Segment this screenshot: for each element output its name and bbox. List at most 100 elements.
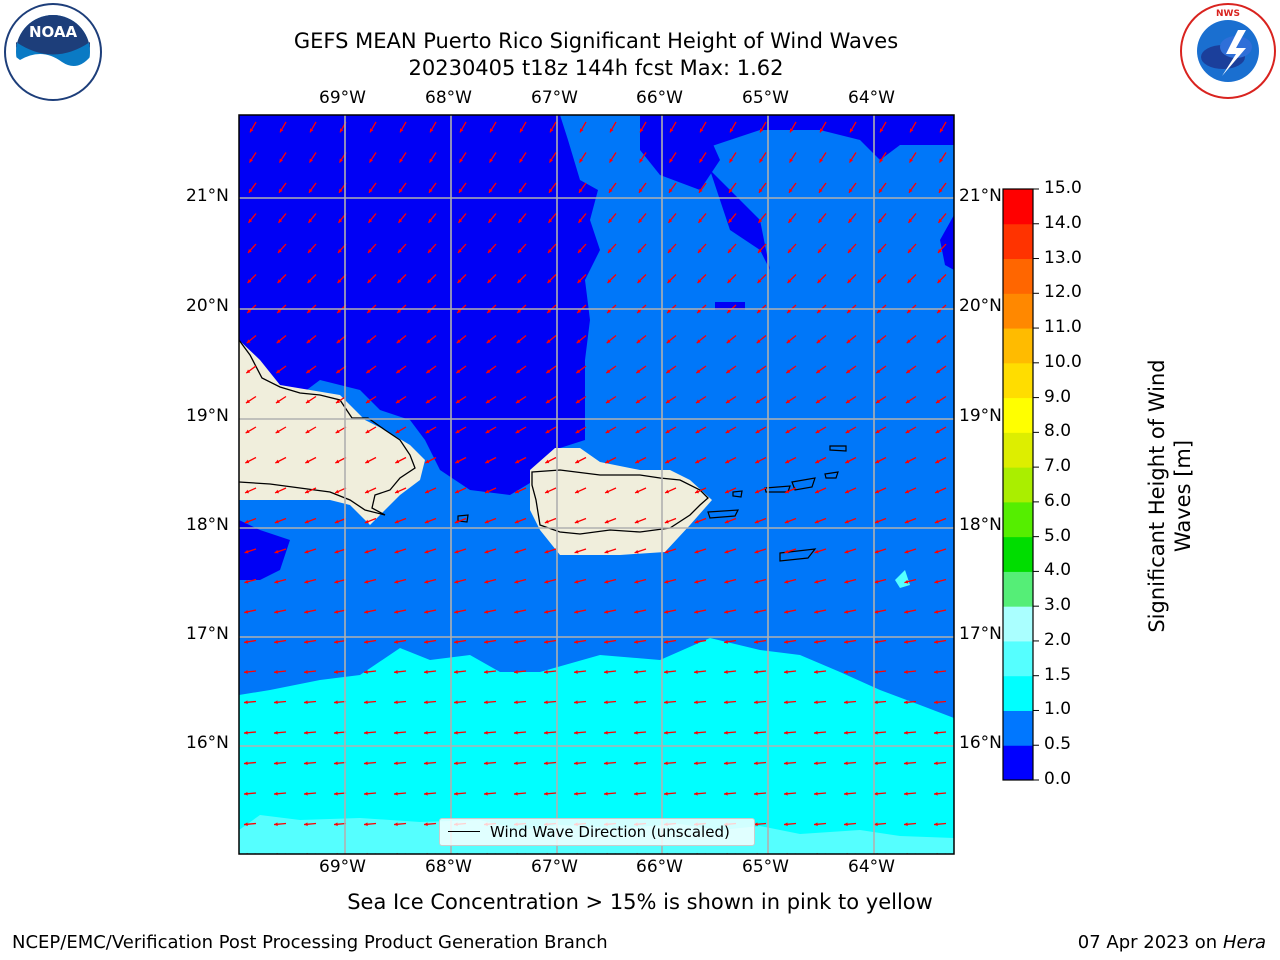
wind-wave-arrowhead xyxy=(247,279,252,284)
wind-wave-arrowhead xyxy=(634,579,639,584)
wind-wave-arrowhead xyxy=(580,128,584,133)
wind-wave-arrowhead xyxy=(278,218,283,223)
wind-wave-arrowhead xyxy=(820,128,824,133)
wind-wave-arrowhead xyxy=(724,609,729,614)
wind-wave-arrowhead xyxy=(515,399,520,404)
colorbar-tick-label: 2.0 xyxy=(1044,629,1072,650)
wind-wave-arrowhead xyxy=(575,399,580,404)
wind-wave-arrowhead xyxy=(370,128,374,133)
wind-wave-arrowhead xyxy=(817,249,822,253)
wind-wave-arrowhead xyxy=(728,218,733,223)
colorbar-segment xyxy=(1003,223,1033,260)
wind-wave-arrowhead xyxy=(364,670,368,674)
wind-wave-arrowhead xyxy=(938,218,943,223)
wind-wave-arrowhead xyxy=(544,730,548,735)
wind-wave-arrowhead xyxy=(454,670,458,674)
wind-wave-arrowhead xyxy=(394,609,399,614)
wind-wave-arrowhead xyxy=(699,158,703,163)
ocean-high-patch xyxy=(895,570,910,588)
wind-wave-arrowhead xyxy=(874,639,878,644)
wind-wave-arrowhead xyxy=(277,309,281,314)
wind-wave-arrowhead xyxy=(934,761,938,766)
wind-wave-arrowhead xyxy=(397,249,402,253)
wind-wave-arrowhead xyxy=(604,730,608,735)
wind-wave-arrowhead xyxy=(247,309,251,314)
wind-wave-arrowhead xyxy=(577,279,582,284)
wind-wave-arrowhead xyxy=(935,489,940,494)
wind-wave-arrowhead xyxy=(814,791,818,796)
wind-wave-arrowhead xyxy=(334,822,338,827)
wind-wave-arrowhead xyxy=(575,459,580,464)
wind-wave-arrowhead xyxy=(755,399,760,404)
wind-wave-arrowhead xyxy=(844,549,849,554)
wind-wave-arrowhead xyxy=(846,369,851,374)
wind-wave-arrowhead xyxy=(454,761,458,766)
wind-wave-arrowhead xyxy=(277,249,282,253)
wind-wave-arrowhead xyxy=(694,609,699,614)
lat-label: 17°N xyxy=(959,624,1002,644)
wind-wave-arrowhead xyxy=(425,459,430,464)
wind-wave-arrowhead xyxy=(244,670,248,674)
wind-wave-arrowhead xyxy=(395,489,400,494)
wind-wave-arrowhead xyxy=(366,369,371,374)
wind-wave-arrowhead xyxy=(304,791,308,796)
wind-wave-arrowhead xyxy=(758,188,763,193)
lon-label: 69°W xyxy=(319,88,366,108)
wind-wave-arrowhead xyxy=(635,399,640,404)
legend-line-swatch xyxy=(448,831,480,832)
wind-wave-arrowhead xyxy=(877,279,882,284)
wind-wave-arrowhead xyxy=(905,429,910,434)
wind-wave-arrowhead xyxy=(304,761,308,766)
wind-wave-arrowhead xyxy=(426,369,431,374)
lat-label: 16°N xyxy=(959,733,1002,753)
wind-wave-arrowhead xyxy=(334,519,339,524)
wind-wave-arrowhead xyxy=(604,579,609,584)
wind-wave-arrowhead xyxy=(430,128,434,133)
colorbar-tick-label: 14.0 xyxy=(1044,212,1082,233)
wind-wave-arrowhead xyxy=(396,339,401,344)
wind-wave-arrowhead xyxy=(819,158,823,163)
wind-wave-arrowhead xyxy=(814,579,819,584)
wind-wave-arrowhead xyxy=(845,489,850,494)
wind-wave-arrowhead xyxy=(609,158,613,163)
wind-wave-arrowhead xyxy=(399,158,403,163)
wind-wave-arrowhead xyxy=(574,639,578,644)
wind-wave-arrowhead xyxy=(424,761,428,766)
wind-wave-arrowhead xyxy=(874,730,878,735)
wind-wave-arrowhead xyxy=(784,609,789,614)
wind-wave-arrowhead xyxy=(576,339,581,344)
wind-wave-arrowhead xyxy=(784,730,788,735)
wind-wave-arrowhead xyxy=(845,399,850,404)
wind-wave-arrowhead xyxy=(876,339,881,344)
wind-wave-arrowhead xyxy=(274,579,279,584)
wind-wave-arrowhead xyxy=(485,459,490,464)
wind-wave-arrowhead xyxy=(514,639,518,644)
wind-wave-arrowhead xyxy=(428,218,433,223)
wind-wave-arrowhead xyxy=(574,700,578,705)
wind-wave-arrowhead xyxy=(364,730,368,735)
wind-wave-arrowhead xyxy=(424,730,428,735)
wind-wave-arrowhead xyxy=(484,639,488,644)
wind-wave-arrowhead xyxy=(757,249,762,253)
wind-wave-arrowhead xyxy=(424,519,429,524)
wind-wave-arrowhead xyxy=(874,609,879,614)
wind-wave-arrowhead xyxy=(394,670,398,674)
colorbar-tick-label: 11.0 xyxy=(1044,317,1082,338)
wind-wave-arrowhead xyxy=(274,761,278,766)
wind-wave-arrowhead xyxy=(640,128,644,133)
wind-wave-arrowhead xyxy=(844,670,848,674)
wind-wave-arrowhead xyxy=(397,279,402,284)
wind-wave-arrowhead xyxy=(904,730,908,735)
wind-wave-arrowhead xyxy=(637,249,642,253)
wind-wave-arrowhead xyxy=(698,218,703,223)
wind-wave-arrowhead xyxy=(425,429,430,434)
wind-wave-arrowhead xyxy=(514,730,518,735)
colorbar-label-line2: Waves [m] xyxy=(1171,439,1195,553)
wind-wave-arrowhead xyxy=(786,369,791,374)
wind-wave-arrowhead xyxy=(607,309,611,314)
wind-wave-arrowhead xyxy=(549,158,553,163)
wind-wave-arrowhead xyxy=(369,158,373,163)
wind-wave-arrowhead xyxy=(818,218,823,223)
wind-wave-arrowhead xyxy=(725,399,730,404)
wind-wave-arrowhead xyxy=(424,670,428,674)
